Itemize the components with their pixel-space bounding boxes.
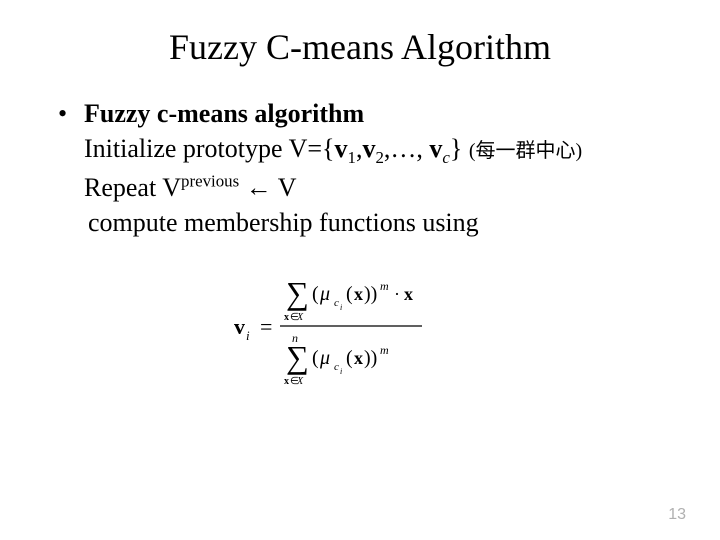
sigma-top-sub: x	[284, 312, 289, 323]
num-mu: μ	[319, 283, 330, 305]
num-x1: x	[354, 284, 363, 304]
bullet-marker: •	[58, 96, 84, 240]
var-v1: v	[335, 134, 348, 163]
formula-container: v i = ∑ x ∈ X ( μ c i ( x )) m · x	[58, 268, 670, 397]
sigma-bot-sub3: X	[296, 376, 304, 387]
num-lparen: (	[312, 283, 319, 305]
text-arrow-v: ← V	[239, 173, 296, 202]
num-mu-c: c	[334, 297, 339, 309]
slide-title: Fuzzy C-means Algorithm	[50, 26, 670, 68]
num-mu-i: i	[340, 303, 342, 312]
sub-1: 1	[348, 148, 356, 167]
bullet-item: • Fuzzy c-means algorithm Initialize pro…	[58, 96, 670, 240]
page-number: 13	[668, 506, 686, 524]
bullet-heading: Fuzzy c-means algorithm	[84, 96, 582, 131]
sub-c: c	[442, 148, 450, 167]
comma2: ,…,	[384, 134, 430, 163]
den-x: x	[354, 348, 363, 368]
text-compute: compute membership functions using	[84, 208, 479, 237]
num-x2: x	[404, 284, 413, 304]
sigma-top-sub3: X	[296, 312, 304, 323]
brace-close: }	[450, 134, 469, 163]
num-rparen: ))	[364, 283, 377, 305]
lhs-v: v	[234, 314, 245, 339]
text-repeat: Repeat V	[84, 173, 181, 202]
den-mu-c: c	[334, 361, 339, 373]
var-vc: v	[429, 134, 442, 163]
den-mu: μ	[319, 347, 330, 369]
line-repeat: Repeat Vprevious ← V	[84, 170, 582, 205]
sigma-bot: ∑	[286, 339, 309, 375]
sigma-top: ∑	[286, 275, 309, 311]
lhs-i: i	[246, 328, 250, 343]
den-rparen: ))	[364, 347, 377, 369]
den-mu-i: i	[340, 367, 342, 376]
slide-content: • Fuzzy c-means algorithm Initialize pro…	[50, 96, 670, 397]
sup-previous: previous	[181, 171, 239, 190]
num-lparen2: (	[346, 283, 353, 305]
sigma-bot-sub: x	[284, 376, 289, 387]
slide-container: Fuzzy C-means Algorithm • Fuzzy c-means …	[0, 0, 720, 397]
den-lparen2: (	[346, 347, 353, 369]
eq-sign: =	[260, 314, 272, 339]
text-init: Initialize prototype V={	[84, 134, 335, 163]
line-initialize: Initialize prototype V={v1,v2,…, vc} (每一…	[84, 131, 582, 170]
cjk-note: (每一群中心)	[469, 140, 582, 162]
line-compute: compute membership functions using	[84, 205, 582, 240]
den-lparen: (	[312, 347, 319, 369]
bullet-body: Fuzzy c-means algorithm Initialize proto…	[84, 96, 582, 240]
den-exp-m: m	[380, 343, 389, 357]
sub-2: 2	[375, 148, 383, 167]
formula-svg: v i = ∑ x ∈ X ( μ c i ( x )) m · x	[224, 268, 504, 388]
num-exp-m: m	[380, 279, 389, 293]
var-v2: v	[362, 134, 375, 163]
num-dot: ·	[394, 284, 400, 304]
